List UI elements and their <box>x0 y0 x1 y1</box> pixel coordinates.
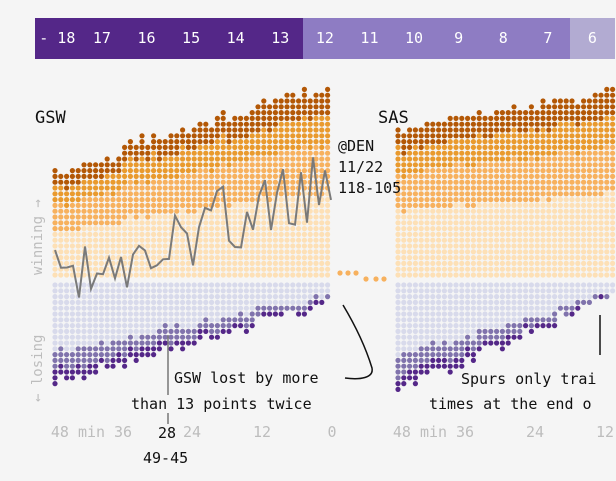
x-tick-sas-12: 12 <box>595 423 615 441</box>
legend-cell: 11 <box>347 18 392 59</box>
x-tick-gsw-36: 36 <box>113 423 133 441</box>
sas-panel <box>395 86 616 392</box>
legend-cell: 17 <box>79 18 125 59</box>
legend-cell: 10 <box>391 18 437 59</box>
legend-cell: 15 <box>168 18 214 59</box>
x-tick-gsw-12: 12 <box>252 423 272 441</box>
x-tick-sas-48: 48 min <box>392 423 448 441</box>
annotation-overlay <box>54 157 601 424</box>
x-tick-sas-24: 24 <box>525 423 545 441</box>
gsw-panel <box>52 86 331 387</box>
highlight-opponent: @DEN <box>338 137 375 155</box>
margin-legend: - 18 17 16 15 14 13 12 11 10 9 8 7 6 <box>35 18 616 59</box>
gsw-annotation-line2: than 13 points twice <box>129 395 314 413</box>
highlight-score: 118-105 <box>338 179 402 197</box>
legend-cell: 6 <box>570 18 615 59</box>
gsw-annotation-line1: GSW lost by more <box>172 369 321 387</box>
losing-label: ← losing <box>30 334 46 402</box>
sas-annotation-line1: Spurs only trai <box>459 370 599 388</box>
x-tick-gsw-24: 24 <box>182 423 202 441</box>
highlight-game-label: @DEN 11/22 118-105 <box>338 136 401 199</box>
marked-game-score: 49-45 <box>143 449 189 467</box>
legend-cell: 16 <box>124 18 169 59</box>
marked-game-number: 28 <box>158 424 177 442</box>
legend-cell: 13 <box>257 18 303 59</box>
legend-cell: 9 <box>436 18 481 59</box>
x-tick-gsw-0: 0 <box>327 423 337 441</box>
x-tick-sas-36: 36 <box>455 423 475 441</box>
team-label-gsw: GSW <box>35 108 66 128</box>
team-label-sas: SAS <box>378 108 409 128</box>
legend-cell: 7 <box>525 18 571 59</box>
legend-cell: 14 <box>213 18 258 59</box>
winning-label: winning → <box>30 199 46 275</box>
sas-annotation-line2: times at the end o <box>427 395 594 413</box>
highlight-date: 11/22 <box>338 158 384 176</box>
legend-cell: 8 <box>480 18 526 59</box>
x-tick-gsw-48: 48 min <box>50 423 106 441</box>
legend-cell: 12 <box>302 18 348 59</box>
legend-cell: - 18 <box>35 18 80 59</box>
